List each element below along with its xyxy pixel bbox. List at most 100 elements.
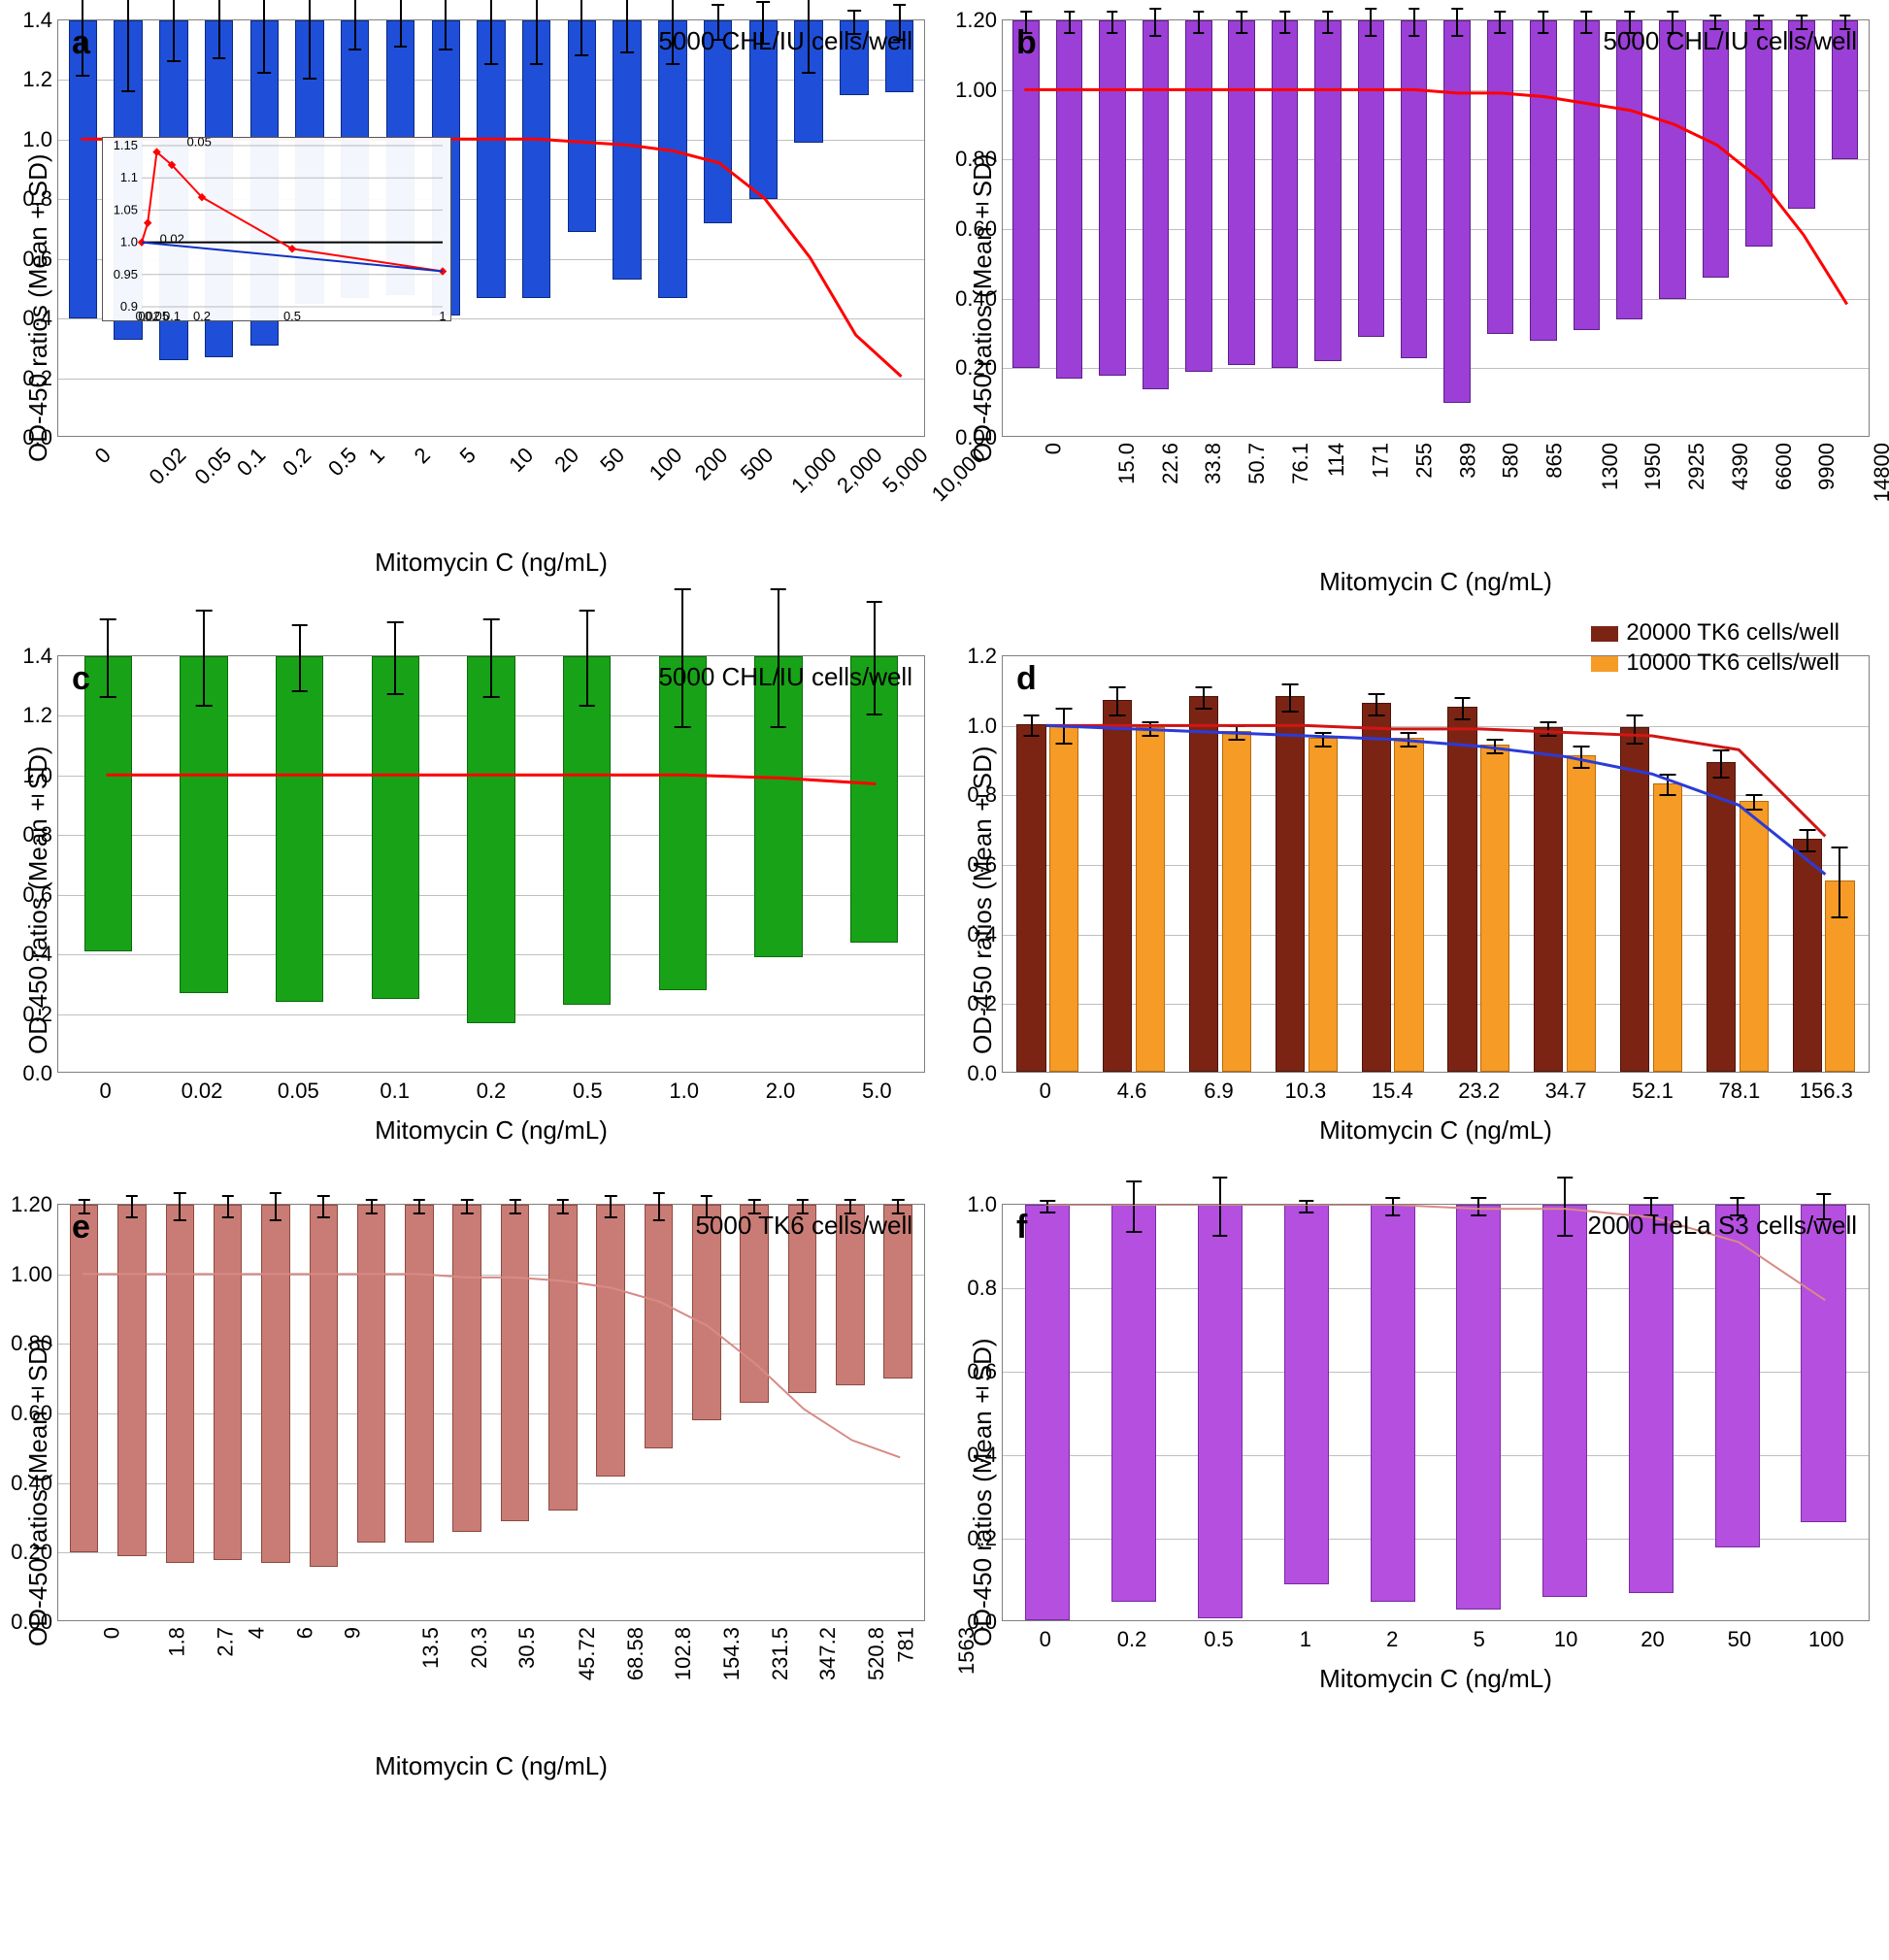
x-tick: 154.3 bbox=[719, 1627, 745, 1680]
error-line bbox=[263, 0, 265, 72]
x-tick: 0.1 bbox=[380, 1079, 410, 1104]
bar-group bbox=[156, 1205, 204, 1620]
error-line bbox=[1241, 11, 1243, 32]
x-tick: 0.5 bbox=[573, 1079, 603, 1104]
error-line bbox=[1111, 11, 1113, 32]
error-cap bbox=[365, 1199, 377, 1201]
error-cap bbox=[317, 1216, 329, 1218]
bar bbox=[1616, 20, 1643, 319]
x-tick: 347.2 bbox=[815, 1627, 841, 1680]
panel-letter: e bbox=[72, 1209, 90, 1246]
y-tick: 0.0 bbox=[22, 1061, 58, 1086]
y-tick: 0.40 bbox=[11, 1471, 58, 1496]
y-tick: 0.2 bbox=[22, 366, 58, 391]
inset-svg: 0.90.951.01.051.11.1500.020.050.10.20.51… bbox=[103, 138, 452, 322]
y-tick: 0.20 bbox=[955, 355, 1003, 381]
error-cap bbox=[1796, 15, 1806, 17]
svg-text:0.95: 0.95 bbox=[114, 267, 138, 282]
error-cap bbox=[1541, 735, 1557, 737]
x-tick: 14800 bbox=[1870, 443, 1889, 502]
panel-f: OD-450 ratios (Mean±SD)0.00.20.40.60.81.… bbox=[964, 1204, 1870, 1781]
x-tick: 500 bbox=[736, 443, 779, 485]
error-cap bbox=[221, 1216, 233, 1218]
y-tick: 1.00 bbox=[955, 78, 1003, 103]
y-tick: 0.2 bbox=[22, 1002, 58, 1027]
bar-group bbox=[1349, 1205, 1436, 1620]
error-line bbox=[1236, 725, 1238, 739]
error-cap bbox=[1023, 735, 1040, 737]
error-cap bbox=[78, 1199, 89, 1201]
svg-text:1.15: 1.15 bbox=[114, 138, 138, 152]
y-tick: 1.4 bbox=[22, 8, 58, 33]
error-cap bbox=[1196, 686, 1212, 688]
chart-wrap: 0.00.20.40.60.81.0f2000 HeLa S3 cells/we… bbox=[1002, 1204, 1870, 1781]
error-cap bbox=[1451, 8, 1462, 10]
y-tick: 0.2 bbox=[967, 991, 1003, 1016]
error-cap bbox=[1322, 11, 1333, 13]
error-cap bbox=[771, 726, 787, 728]
error-cap bbox=[893, 4, 907, 6]
error-line bbox=[658, 1192, 660, 1220]
error-cap bbox=[1401, 746, 1417, 747]
error-cap bbox=[666, 63, 679, 65]
x-tick: 100 bbox=[645, 443, 687, 485]
error-line bbox=[1580, 746, 1582, 767]
x-tick: 1 bbox=[1300, 1627, 1311, 1652]
bar bbox=[1198, 1205, 1243, 1618]
bar-group bbox=[539, 1205, 586, 1620]
error-cap bbox=[845, 1199, 856, 1201]
x-tick: 30.5 bbox=[514, 1627, 540, 1669]
bar-group bbox=[1177, 1205, 1264, 1620]
error-cap bbox=[1730, 1197, 1744, 1199]
bar-group bbox=[1478, 20, 1521, 436]
error-line bbox=[394, 621, 396, 693]
error-line bbox=[681, 588, 683, 725]
error-cap bbox=[1451, 35, 1462, 37]
bar-group bbox=[60, 20, 106, 436]
x-tick: 33.8 bbox=[1201, 443, 1226, 484]
error-cap bbox=[317, 1195, 329, 1197]
x-tick: 156.3 bbox=[1800, 1079, 1853, 1104]
panel-letter: b bbox=[1016, 24, 1037, 62]
bar bbox=[1189, 696, 1218, 1072]
error-cap bbox=[509, 1199, 520, 1201]
y-tick: 0.0 bbox=[967, 1061, 1003, 1086]
y-tick: 0.0 bbox=[22, 425, 58, 450]
bar-group bbox=[731, 656, 827, 1072]
error-cap bbox=[1150, 35, 1161, 37]
error-cap bbox=[1281, 683, 1298, 685]
bar-group bbox=[1091, 656, 1177, 1072]
bar-group bbox=[831, 20, 877, 436]
x-tick: 4 bbox=[244, 1627, 269, 1639]
bar bbox=[1487, 20, 1514, 334]
svg-text:0.2: 0.2 bbox=[193, 309, 211, 322]
y-tick: 1.0 bbox=[22, 763, 58, 788]
x-tick: 6600 bbox=[1772, 443, 1797, 490]
panel-b: OD-450 ratios (Mean±SD)0.000.200.400.600… bbox=[964, 19, 1870, 597]
panel-subtitle: 5000 CHL/IU cells/well bbox=[1603, 26, 1857, 56]
y-tick: 1.0 bbox=[967, 1192, 1003, 1217]
error-cap bbox=[1143, 721, 1159, 723]
x-tick: 50.7 bbox=[1244, 443, 1270, 484]
error-cap bbox=[1541, 721, 1557, 723]
error-cap bbox=[557, 1213, 569, 1214]
x-tick: 255 bbox=[1412, 443, 1438, 479]
error-cap bbox=[771, 588, 787, 590]
error-line bbox=[1499, 11, 1501, 32]
error-cap bbox=[866, 601, 882, 603]
error-cap bbox=[1659, 774, 1675, 776]
x-ticks: 01.82.746913.520.330.545.7268.58102.8154… bbox=[57, 1621, 925, 1747]
error-cap bbox=[1281, 711, 1298, 713]
x-tick: 0 bbox=[89, 443, 116, 469]
bar bbox=[1542, 1205, 1587, 1597]
x-tick: 10 bbox=[504, 443, 539, 478]
panel-subtitle: 5000 TK6 cells/well bbox=[695, 1211, 912, 1241]
bar-group bbox=[635, 1205, 682, 1620]
error-cap bbox=[892, 1199, 904, 1201]
error-cap bbox=[847, 10, 861, 12]
x-tick: 231.5 bbox=[768, 1627, 793, 1680]
bar bbox=[1825, 880, 1854, 1072]
bar-group bbox=[1349, 656, 1436, 1072]
bar bbox=[1309, 738, 1338, 1072]
bar bbox=[658, 20, 686, 298]
